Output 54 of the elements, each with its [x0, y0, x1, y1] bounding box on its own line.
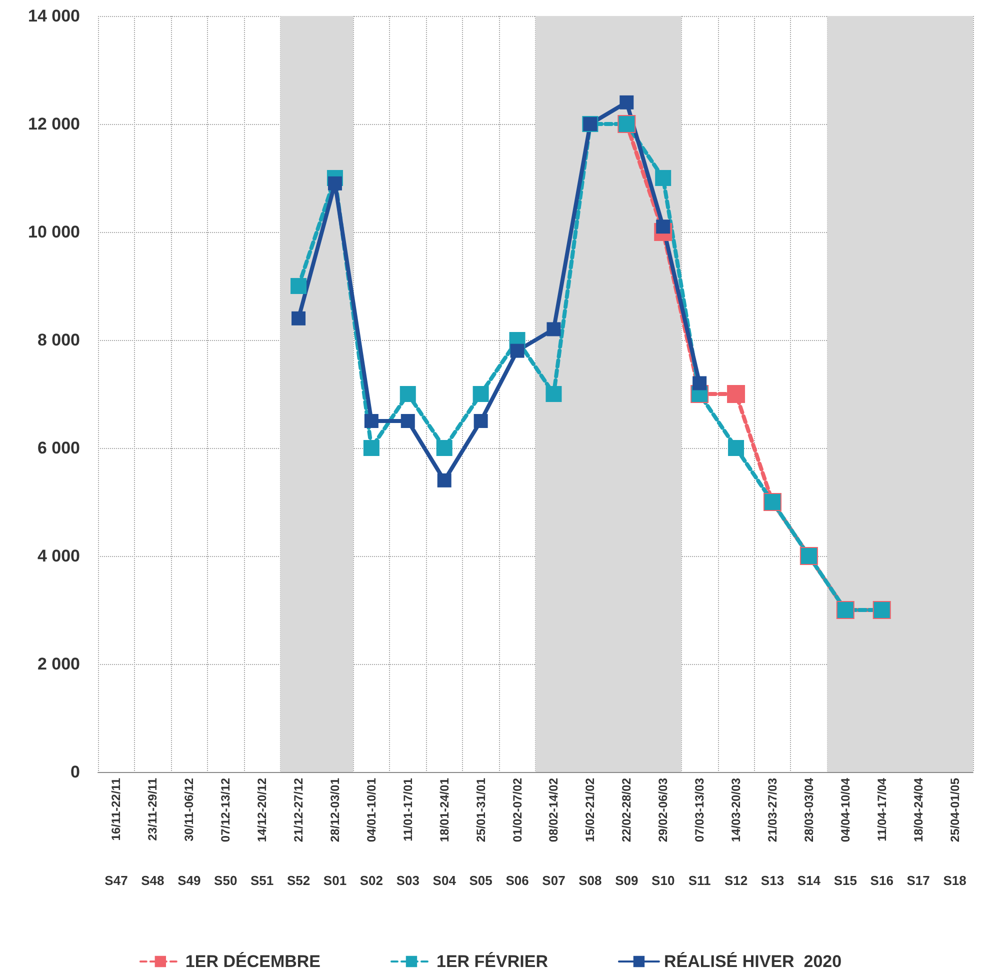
- point: [546, 322, 561, 336]
- point: [472, 386, 489, 402]
- category-label: 28/12-03/01 S01: [323, 778, 347, 888]
- category-label: 22/02-28/02 S09: [615, 778, 638, 888]
- category-label: 16/11-22/11 S47: [104, 778, 128, 888]
- category-label: 14/03-20/03 S12: [724, 778, 748, 888]
- point: [728, 440, 744, 456]
- category-label: 15/02-21/02 S08: [578, 778, 602, 888]
- point: [546, 386, 562, 402]
- y-tick-label: 0: [70, 762, 80, 782]
- category-label: 21/03-27/03 S13: [760, 778, 784, 888]
- y-tick-label: 14 000: [28, 6, 80, 26]
- category-label: 04/04-10/04 S15: [834, 778, 857, 888]
- category-label: 07/12-13/12 S50: [214, 778, 238, 888]
- category-label: 18/04-24/04 S17: [906, 778, 930, 888]
- y-tick-label: 12 000: [28, 114, 80, 134]
- point: [727, 385, 746, 403]
- y-tick-label: 10 000: [28, 222, 80, 242]
- category-label: 11/04-17/04 S16: [870, 778, 894, 888]
- category-label: 28/03-03/04 S14: [797, 778, 821, 888]
- y-tick-label: 8 000: [37, 330, 80, 350]
- point: [436, 440, 452, 456]
- legend-label: RÉALISÉ HIVER 2020: [664, 951, 842, 971]
- point: [474, 414, 488, 428]
- point: [437, 473, 452, 488]
- point: [363, 440, 380, 456]
- category-label: 07/03-13/03 S11: [688, 778, 711, 888]
- point: [620, 95, 634, 110]
- point: [655, 170, 672, 186]
- point: [292, 311, 306, 326]
- category-label: 08/02-14/02 S07: [542, 778, 566, 888]
- category-label: 01/02-07/02 S06: [506, 778, 529, 888]
- point: [364, 414, 378, 428]
- category-label: 11/01-17/01 S03: [396, 778, 420, 888]
- category-label: 25/04-01/05 S18: [943, 778, 966, 888]
- point: [692, 376, 707, 390]
- point: [400, 414, 415, 428]
- point: [510, 344, 524, 358]
- point: [400, 386, 416, 402]
- category-label: 21/12-27/12 S52: [286, 778, 310, 888]
- point: [290, 278, 307, 294]
- category-label: 04/01-10/01 S02: [360, 778, 384, 888]
- point: [328, 176, 342, 190]
- category-label: 18/01-24/01 S04: [432, 778, 456, 888]
- category-label: 23/11-29/11 S48: [141, 778, 164, 888]
- category-label: 25/01-31/01 S05: [469, 778, 492, 888]
- legend-label: 1ER FÉVRIER: [436, 951, 548, 971]
- category-label: 29/02-06/03 S10: [652, 778, 675, 888]
- y-tick-label: 4 000: [37, 546, 80, 566]
- category-label: 14/12-20/12 S51: [250, 778, 274, 888]
- legend-label: 1ER DÉCEMBRE: [185, 951, 321, 971]
- y-tick-label: 2 000: [37, 654, 80, 674]
- category-label: 30/11-06/12 S49: [178, 778, 201, 888]
- y-tick-label: 6 000: [37, 438, 80, 458]
